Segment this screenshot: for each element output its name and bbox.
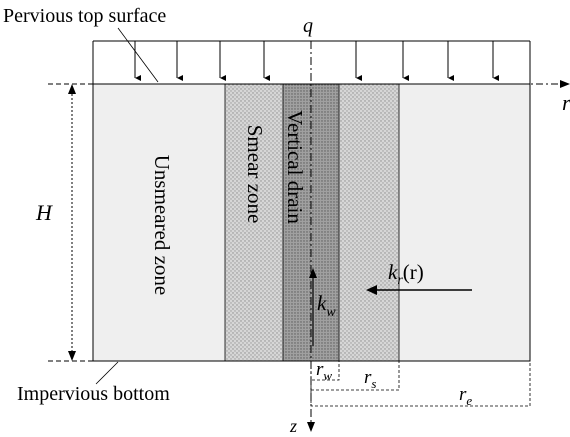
- load-label: q: [303, 15, 313, 37]
- radial-axis-arrowhead: [560, 80, 570, 88]
- rw-label: rw: [316, 359, 332, 383]
- rs-label: rs: [364, 367, 376, 391]
- kw-label: kw: [317, 291, 336, 320]
- unsmeared-zone-label: Unsmeared zone: [150, 155, 174, 296]
- radius-brackets: [310, 361, 531, 407]
- smear-zone-right: [339, 84, 399, 361]
- kr-arrowhead: [366, 285, 377, 295]
- load-arrows: [134, 41, 499, 81]
- height-arrow-top: [68, 84, 76, 94]
- unsmeared-zone-left: [93, 84, 225, 361]
- bottom-leader: [95, 361, 119, 385]
- depth-axis-label: z: [289, 416, 297, 436]
- smear-zone-left: [225, 84, 283, 361]
- top-surface-leader: [117, 27, 159, 83]
- unsmeared-zone-right: [399, 84, 530, 361]
- height-dimension: [48, 83, 93, 362]
- vertical-drain-label: Vertical drain: [283, 110, 307, 224]
- height-arrow-bottom: [68, 351, 76, 361]
- smear-zone-label: Smear zone: [243, 125, 267, 224]
- height-label: H: [35, 200, 53, 225]
- bottom-label: Impervious bottom: [17, 383, 170, 405]
- kr-label: kr(r): [388, 260, 424, 288]
- re-label: re: [459, 384, 472, 408]
- depth-axis-arrowhead: [307, 422, 315, 432]
- radial-axis-label: r: [562, 90, 570, 115]
- top-surface-label: Pervious top surface: [3, 5, 166, 27]
- kw-arrowhead: [309, 268, 317, 278]
